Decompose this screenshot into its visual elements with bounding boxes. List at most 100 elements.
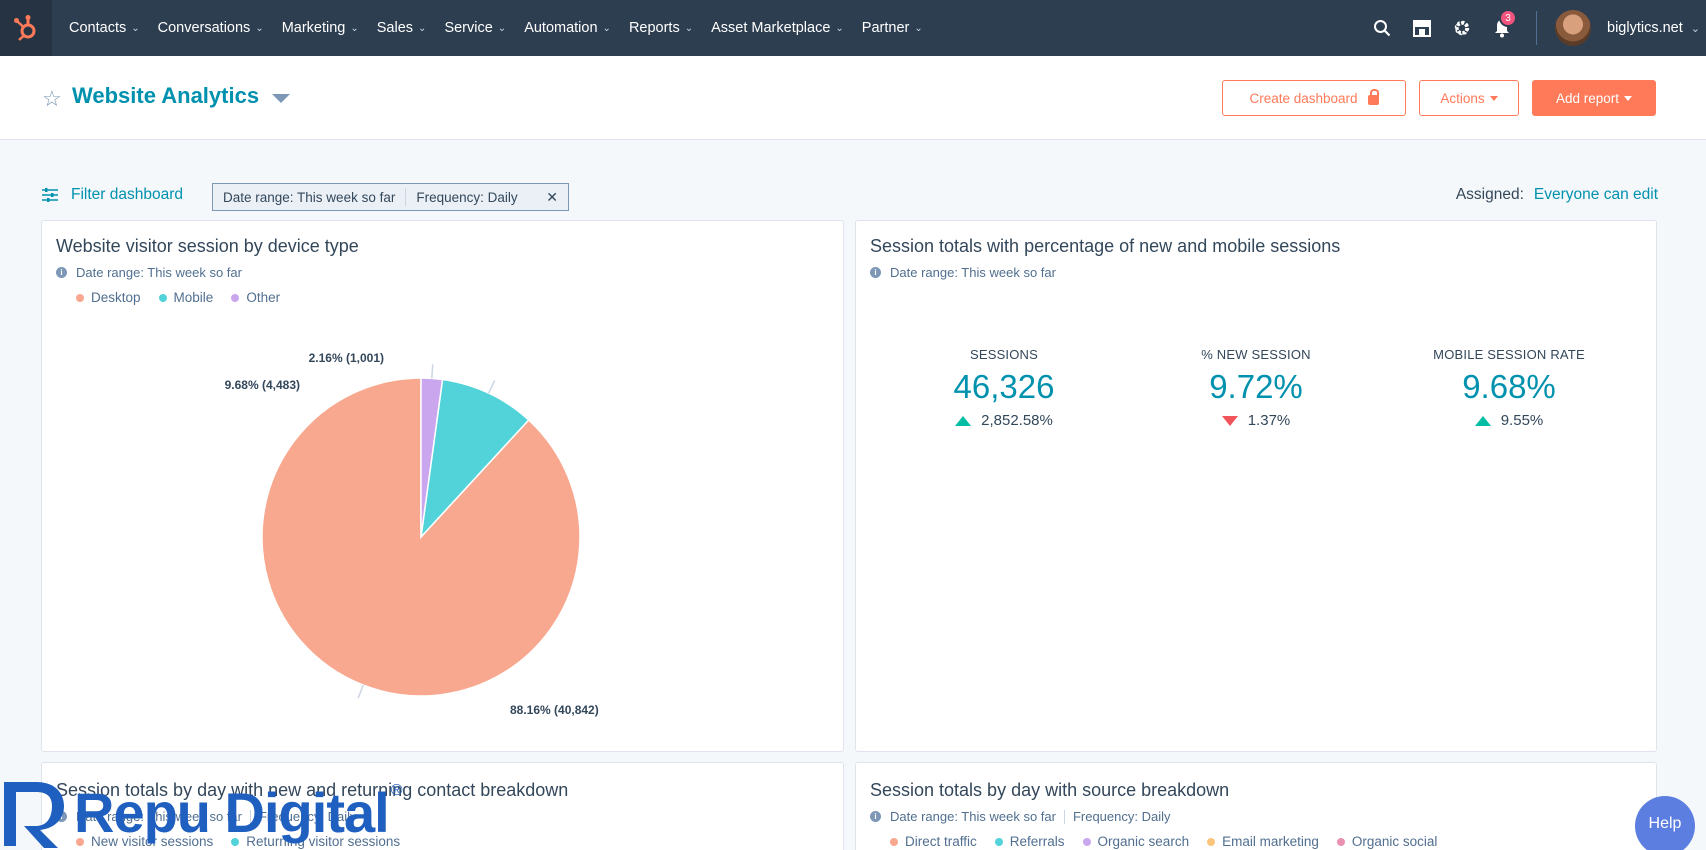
legend-item-returning-visitor[interactable]: Returning visitor sessions: [231, 834, 400, 849]
bell-icon[interactable]: 3: [1482, 0, 1522, 56]
legend-item-mobile[interactable]: Mobile: [158, 290, 213, 305]
filter-dashboard-link[interactable]: Filter dashboard: [71, 186, 184, 203]
gear-icon[interactable]: [1442, 0, 1482, 56]
chevron-down-icon: ⌄: [418, 22, 427, 34]
report-title[interactable]: Session totals with percentage of new an…: [870, 236, 1341, 256]
assigned-value-link[interactable]: Everyone can edit: [1533, 186, 1658, 203]
filter-frequency: Frequency: Daily: [416, 189, 518, 205]
avatar[interactable]: [1555, 10, 1592, 46]
kpi-value: 9.68%: [1462, 368, 1556, 405]
repu-digital-watermark: Repu Digital ®: [0, 776, 402, 850]
registered-mark: ®: [390, 782, 403, 799]
assigned-label: Assigned:: [1455, 186, 1524, 203]
nav-service[interactable]: Service ⌄: [435, 20, 515, 36]
legend-dot: [1207, 837, 1216, 846]
add-report-button[interactable]: Add report: [1532, 80, 1656, 116]
nav-reports[interactable]: Reports ⌄: [620, 20, 702, 36]
chevron-down-icon: ⌄: [350, 22, 359, 34]
chevron-down-icon: ⌄: [602, 22, 611, 34]
kpi-delta-value: 9.55%: [1500, 412, 1544, 429]
report-title[interactable]: Session totals by day with new and retur…: [56, 780, 569, 800]
report-card-by-day-source[interactable]: Session totals by day with source breakd…: [855, 762, 1657, 850]
subtitle-divider: [249, 809, 251, 824]
legend-dot: [231, 293, 240, 302]
kpi-delta: 2,852.58%: [904, 412, 1104, 429]
nav-automation[interactable]: Automation ⌄: [515, 20, 620, 36]
help-button[interactable]: Help: [1635, 796, 1695, 850]
legend-dot: [231, 837, 240, 846]
chevron-down-icon: ⌄: [497, 22, 507, 34]
nav-sales[interactable]: Sales ⌄: [368, 20, 436, 36]
legend-dot: [158, 293, 167, 302]
marketplace-icon[interactable]: [1402, 0, 1442, 56]
nav-right-tools: 3 biglytics.net ⌄: [1362, 0, 1706, 56]
kpi-sessions: SESSIONS 46,326 2,852.58%: [904, 347, 1104, 429]
frequency-text: Frequency: Daily: [1072, 809, 1171, 824]
assigned-permission: Assigned: Everyone can edit: [1456, 186, 1658, 204]
pie-slice-mobile[interactable]: [419, 378, 530, 540]
actions-button[interactable]: Actions: [1419, 80, 1519, 116]
pie-label-leader: [488, 380, 496, 394]
report-card-session-totals[interactable]: Session totals with percentage of new an…: [855, 220, 1657, 752]
account-name[interactable]: biglytics.net: [1607, 20, 1683, 36]
legend-item-direct-traffic[interactable]: Direct traffic: [890, 834, 977, 849]
legend-label: Referrals: [1009, 834, 1065, 849]
legend-item-email-marketing[interactable]: Email marketing: [1207, 834, 1319, 849]
kpi-delta-value: 2,852.58%: [981, 412, 1053, 429]
nav-partner[interactable]: Partner ⌄: [853, 20, 932, 36]
legend-dot: [890, 837, 898, 846]
pie-label-leader: [357, 684, 364, 699]
chip-divider: [405, 188, 407, 206]
favorite-star-icon[interactable]: ☆: [42, 86, 62, 111]
kpi-new-session: % NEW SESSION 9.72% 1.37%: [1156, 347, 1356, 429]
kpi-delta-value: 1.37%: [1247, 412, 1291, 429]
legend-item-other[interactable]: Other: [231, 290, 280, 305]
filter-sliders-icon[interactable]: [42, 188, 58, 207]
nav-label: Asset Marketplace: [711, 20, 831, 36]
nav-menu: Contacts ⌄ Conversations ⌄ Marketing ⌄ Sale…: [60, 20, 932, 36]
nav-label: Automation: [524, 20, 598, 36]
kpi-mobile-session-rate: MOBILE SESSION RATE 9.68% 9.55%: [1409, 347, 1609, 429]
nav-conversations[interactable]: Conversations ⌄: [149, 20, 273, 36]
nav-label: Conversations: [157, 20, 251, 36]
legend-item-organic-social[interactable]: Organic social: [1336, 834, 1437, 849]
legend-dot: [1082, 837, 1091, 846]
legend-item-referrals[interactable]: Referrals: [994, 834, 1065, 849]
nav-label: Sales: [376, 20, 414, 36]
close-icon[interactable]: ✕: [546, 188, 558, 205]
nav-contacts[interactable]: Contacts ⌄: [60, 20, 149, 36]
chevron-down-icon[interactable]: ⌄: [1690, 22, 1700, 35]
subtitle-divider: [1063, 809, 1065, 824]
create-dashboard-button[interactable]: Create dashboard: [1222, 80, 1406, 116]
frequency-text: Frequency: Daily: [258, 809, 357, 824]
report-title[interactable]: Session totals by day with source breakd…: [870, 780, 1230, 800]
legend-item-desktop[interactable]: Desktop: [76, 290, 141, 305]
kpi-label: SESSIONS: [969, 347, 1039, 362]
page-title[interactable]: Website Analytics: [72, 83, 260, 108]
nav-marketing[interactable]: Marketing ⌄: [273, 20, 368, 36]
legend-label: Desktop: [91, 290, 141, 305]
date-range-text: Date range: This week so far: [890, 809, 1056, 824]
nav-asset-marketplace[interactable]: Asset Marketplace ⌄: [702, 20, 853, 36]
report-title[interactable]: Website visitor session by device type: [56, 236, 359, 256]
kpi-delta: 1.37%: [1156, 412, 1356, 429]
nav-label: Service: [444, 20, 493, 36]
report-subtitle: i Date range: This week so far: [56, 265, 242, 280]
active-filter-chip[interactable]: Date range: This week so far Frequency: …: [212, 183, 569, 211]
legend-dot: [1336, 837, 1345, 846]
hubspot-sprocket-icon[interactable]: [0, 0, 52, 56]
report-card-by-day-contact[interactable]: Session totals by day with new and retur…: [41, 762, 844, 850]
nav-divider: [1536, 11, 1538, 45]
nav-label: Reports: [628, 20, 680, 36]
chart-legend: New visitor sessions Returning visitor s…: [76, 834, 400, 849]
dashboard-dropdown-caret-icon[interactable]: [272, 94, 290, 103]
chevron-down-icon: ⌄: [131, 22, 140, 34]
chart-legend: Desktop Mobile Other: [76, 290, 280, 305]
chevron-down-icon: ⌄: [835, 22, 844, 34]
legend-item-organic-search[interactable]: Organic search: [1082, 834, 1189, 849]
notification-badge: 3: [1499, 9, 1518, 27]
report-card-device-type[interactable]: Website visitor session by device type i…: [41, 220, 844, 752]
search-icon[interactable]: [1362, 0, 1402, 56]
dashboard-header: ☆ Website Analytics Create dashboard Act…: [0, 56, 1706, 140]
legend-item-new-visitor[interactable]: New visitor sessions: [76, 834, 213, 849]
